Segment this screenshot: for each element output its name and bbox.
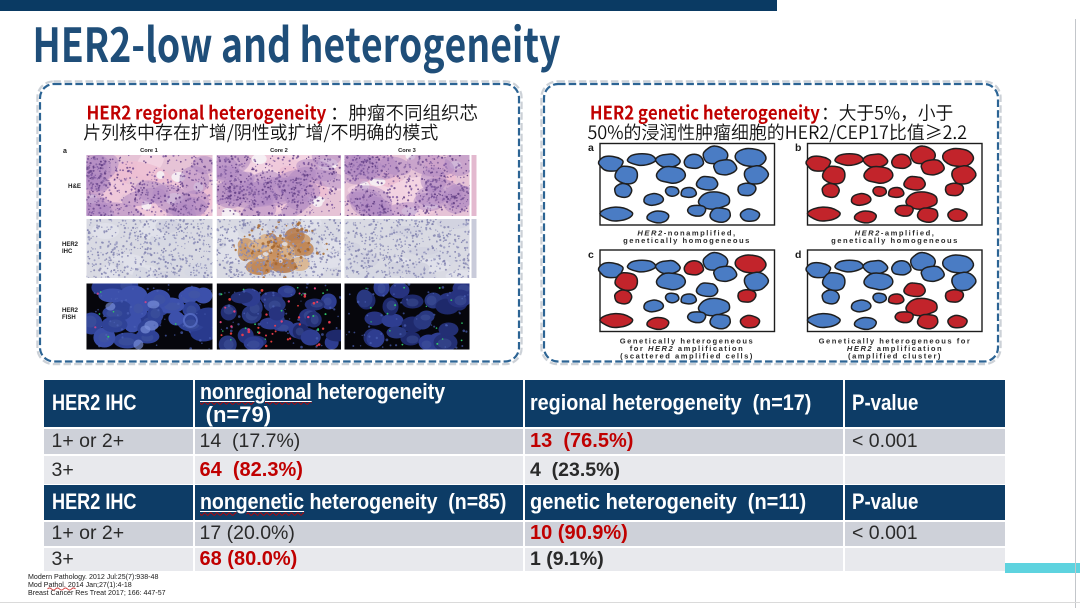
svg-text:Genetically heterogeneous: Genetically heterogeneous bbox=[620, 337, 755, 346]
svg-text:Core 1: Core 1 bbox=[140, 148, 158, 154]
svg-text:a: a bbox=[63, 148, 67, 155]
svg-text:HER2-nonamplified,: HER2-nonamplified, bbox=[637, 229, 736, 238]
svg-text:Core 3: Core 3 bbox=[398, 148, 416, 154]
svg-text:Core 2: Core 2 bbox=[270, 148, 288, 154]
svg-text:genetically homogeneous: genetically homogeneous bbox=[831, 236, 959, 245]
svg-text:H&E: H&E bbox=[68, 183, 81, 190]
svg-text:HER2 amplification: HER2 amplification bbox=[847, 344, 943, 353]
svg-text:c: c bbox=[588, 249, 594, 261]
svg-text:genetically homogeneous: genetically homogeneous bbox=[623, 236, 751, 245]
svg-text:HER2-amplified,: HER2-amplified, bbox=[855, 229, 936, 238]
svg-text:(scattered amplified cells): (scattered amplified cells) bbox=[620, 352, 754, 361]
svg-text:IHC: IHC bbox=[62, 249, 73, 255]
svg-text:HER2: HER2 bbox=[62, 242, 79, 248]
svg-text:d: d bbox=[795, 249, 801, 261]
svg-text:HER2: HER2 bbox=[62, 308, 79, 314]
svg-text:FISH: FISH bbox=[62, 315, 76, 321]
svg-text:(amplified cluster): (amplified cluster) bbox=[848, 352, 942, 361]
svg-text:Genetically heterogeneous for: Genetically heterogeneous for bbox=[819, 337, 972, 346]
svg-text:for HER2 amplification: for HER2 amplification bbox=[630, 344, 744, 353]
svg-text:a: a bbox=[588, 142, 594, 154]
svg-text:b: b bbox=[795, 142, 801, 154]
